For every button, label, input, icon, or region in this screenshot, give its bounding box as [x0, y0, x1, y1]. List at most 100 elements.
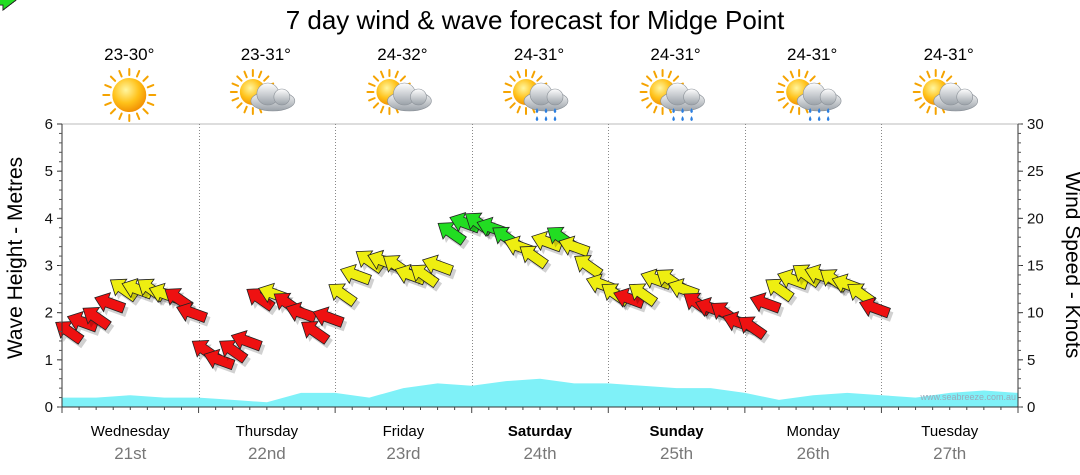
- rain-drop: [535, 116, 539, 121]
- sun-ray: [804, 70, 809, 79]
- day-date: 21st: [114, 444, 146, 463]
- wind-arrow: [176, 301, 209, 324]
- rain-drop: [690, 116, 693, 121]
- temperature-range: 24-31°: [924, 45, 974, 64]
- right-tick-label: 5: [1027, 352, 1035, 369]
- sun-ray: [653, 105, 658, 114]
- partly-cloudy-icon: [912, 69, 979, 115]
- sun-ray: [646, 75, 653, 82]
- day-name: Saturday: [508, 423, 573, 440]
- sun-ray: [641, 82, 649, 87]
- sun-ray: [142, 75, 149, 82]
- day-labels: Wednesday 21st Thursday 22nd Friday 23rd Satur…: [91, 423, 979, 463]
- chart-title: 7 day wind & wave forecast for Midge Poi…: [286, 5, 785, 35]
- wind-arrow: [628, 283, 659, 308]
- sun-ray: [926, 105, 931, 114]
- day-name: Monday: [786, 423, 840, 440]
- rain-drop: [553, 116, 557, 121]
- day-name: Tuesday: [921, 423, 978, 440]
- sun-ray: [368, 97, 376, 102]
- wind-arrow: [339, 263, 372, 286]
- sun-ray: [641, 97, 649, 102]
- cloud-puff: [273, 88, 291, 106]
- rain-drop: [681, 108, 684, 113]
- day-date: 23rd: [386, 444, 420, 463]
- temperature-range: 23-30°: [104, 45, 154, 64]
- temperature-range: 24-31°: [787, 45, 837, 64]
- wind-arrow: [765, 278, 795, 303]
- sun-ray: [926, 70, 931, 79]
- right-axis-title: Wind Speed - Knots: [1061, 172, 1080, 359]
- sun-ray: [257, 70, 263, 79]
- sun-ray: [516, 105, 521, 114]
- rain-drop: [817, 116, 821, 121]
- wave-height-area: [62, 378, 1018, 407]
- rain-drop: [681, 116, 684, 121]
- cloud-puff: [956, 88, 974, 106]
- sun-ray: [509, 102, 516, 109]
- sun-ray: [372, 102, 380, 109]
- sun-ray: [946, 75, 953, 82]
- sun-ray: [263, 75, 270, 82]
- wind-arrow: [0, 0, 17, 11]
- sun-ray: [118, 112, 123, 121]
- sun-ray: [380, 70, 385, 79]
- sun-ray: [243, 105, 248, 114]
- wind-layer: [0, 0, 894, 374]
- sun-ray: [919, 102, 926, 109]
- sun-ray: [372, 75, 380, 82]
- right-tick-label: 20: [1027, 210, 1044, 227]
- day-date: 25th: [660, 444, 693, 463]
- temperature-range: 24-31°: [514, 45, 564, 64]
- left-axis-title: Wave Height - Metres: [4, 157, 27, 359]
- wind-arrow: [82, 307, 112, 331]
- partly-cloudy-icon: [366, 69, 432, 115]
- sun-ray: [940, 70, 946, 79]
- sun-ray: [667, 70, 672, 79]
- rain-drop: [553, 108, 557, 113]
- sun-ray: [653, 70, 658, 79]
- right-tick-label: 0: [1027, 399, 1035, 416]
- rain-drop: [690, 108, 693, 113]
- axes: 0 1 2 3 4 5 6 0 5 10 15 20 25 30: [45, 116, 1044, 416]
- sun-ray: [380, 105, 385, 114]
- rain-drop: [672, 108, 675, 113]
- wind-arrow: [858, 296, 891, 319]
- cloud-puff: [410, 88, 427, 106]
- sun-showers-icon: [639, 69, 705, 121]
- sun-ray: [135, 112, 141, 121]
- sun-ray: [536, 75, 543, 82]
- weather-row: 23-30° 23-31° 24-32° 24-31° 24-31° 24-31° 24-3…: [102, 45, 979, 122]
- rain-drop: [535, 108, 539, 113]
- wind-arrow: [558, 235, 591, 257]
- left-tick-label: 2: [45, 305, 53, 322]
- wind-arrow: [749, 292, 782, 314]
- day-name: Friday: [383, 423, 425, 440]
- left-tick-label: 4: [45, 210, 53, 227]
- sun-ray: [919, 75, 926, 82]
- sun-ray: [109, 75, 117, 82]
- wind-arrow: [574, 255, 604, 279]
- sun-showers-icon: [503, 69, 569, 121]
- wind-arrow: [312, 306, 345, 328]
- temperature-range: 23-31°: [241, 45, 291, 64]
- rain-drop: [672, 116, 675, 121]
- sun-ray: [504, 97, 513, 102]
- rain-drop: [826, 116, 830, 121]
- sun-ray: [777, 82, 786, 87]
- left-tick-label: 0: [45, 399, 53, 416]
- sun-ray: [104, 84, 112, 89]
- partly-cloudy-icon: [229, 69, 296, 115]
- sun-ray: [231, 82, 240, 87]
- wind-arrow: [410, 264, 440, 289]
- sun-ray: [777, 97, 786, 102]
- rain-drop: [817, 108, 821, 113]
- right-tick-label: 10: [1027, 305, 1044, 322]
- cloud-puff: [683, 88, 700, 106]
- sun-ray: [672, 75, 680, 82]
- right-tick-label: 25: [1027, 163, 1044, 180]
- sun-ray: [809, 75, 816, 82]
- sun-disc: [112, 78, 147, 112]
- temperature-range: 24-32°: [377, 45, 427, 64]
